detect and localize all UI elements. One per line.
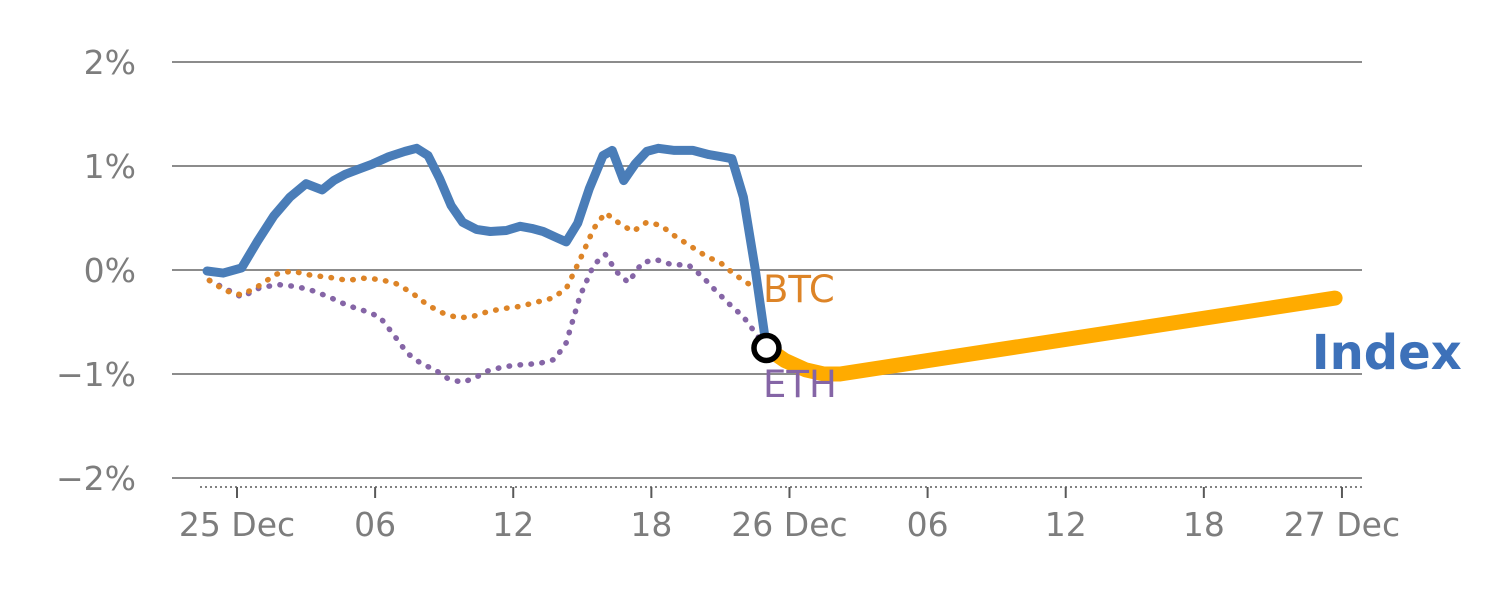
index-current-marker[interactable] bbox=[751, 332, 782, 364]
x-tick-label: 26 Dec bbox=[731, 505, 847, 544]
x-tick-label: 06 bbox=[907, 505, 949, 544]
y-tick-label: 2% bbox=[84, 43, 136, 82]
eth-label: ETH bbox=[763, 363, 837, 406]
x-tick-label: 06 bbox=[354, 505, 396, 544]
y-tick-label: 0% bbox=[84, 251, 136, 290]
eth-line bbox=[206, 251, 770, 386]
index-label: Index bbox=[1312, 325, 1462, 381]
x-tick-label: 27 Dec bbox=[1284, 505, 1400, 544]
x-tick-label: 12 bbox=[492, 505, 534, 544]
x-tick-label: 18 bbox=[630, 505, 672, 544]
x-tick-label: 25 Dec bbox=[179, 505, 295, 544]
y-tick-label: 1% bbox=[84, 147, 136, 186]
btc-label: BTC bbox=[763, 268, 835, 311]
btc-line bbox=[206, 210, 765, 321]
x-tick-label: 18 bbox=[1183, 505, 1225, 544]
index-forecast-line bbox=[759, 290, 1343, 382]
index-line bbox=[202, 143, 771, 353]
y-tick-label: −1% bbox=[56, 355, 136, 394]
y-tick-label: −2% bbox=[56, 459, 136, 498]
x-tick-label: 12 bbox=[1045, 505, 1087, 544]
